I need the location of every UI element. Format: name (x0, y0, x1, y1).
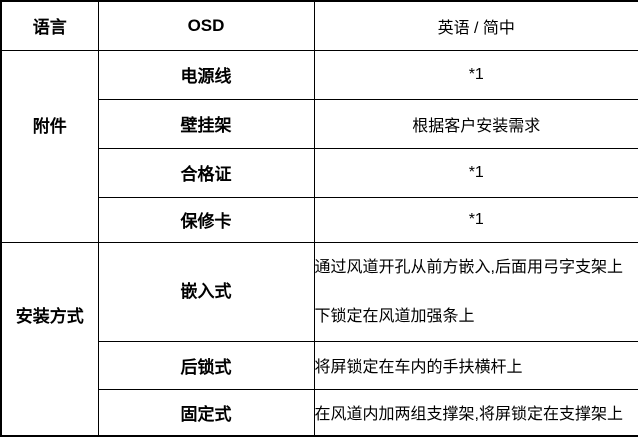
language-category-label: 语言 (32, 18, 67, 38)
cell-wall-mount-value: 根据客户安装需求 (313, 98, 638, 149)
certificate-qty: *1 (468, 163, 484, 181)
accessories-category-label: 附件 (32, 116, 67, 136)
cell-installation-category: 安装方式 (0, 241, 99, 437)
cell-rear-lock-desc: 将屏锁定在车内的手扶横杆上 (313, 340, 638, 390)
cell-fixed-desc: 在风道内加两组支撑架,将屏锁定在支撑架上 (313, 388, 638, 437)
cell-language-category: 语言 (0, 0, 99, 51)
rear-lock-desc: 将屏锁定在车内的手扶横杆上 (314, 359, 523, 376)
cell-rear-lock-label: 后锁式 (97, 340, 315, 390)
row-wall-mount: 壁挂架 根据客户安装需求 (1, 98, 638, 149)
cell-certificate-qty: *1 (313, 147, 638, 198)
row-language: 语言 OSD 英语 / 简中 (0, 0, 638, 51)
cell-warranty-card-label: 保修卡 (97, 196, 315, 243)
wall-mount-value: 根据客户安装需求 (412, 117, 541, 135)
cell-accessories-category: 附件 (0, 49, 99, 243)
wall-mount-label: 壁挂架 (180, 116, 232, 135)
cell-power-cord-label: 电源线 (97, 49, 315, 100)
rear-lock-label: 后锁式 (180, 357, 232, 377)
cell-certificate-label: 合格证 (97, 147, 315, 198)
osd-label: OSD (187, 15, 225, 35)
cell-embedded-label: 嵌入式 (97, 241, 315, 342)
power-cord-qty: *1 (468, 65, 484, 83)
cell-embedded-desc: 通过风道开孔从前方嵌入,后面用弓字支架上 下锁定在风道加强条上 (313, 241, 638, 342)
cell-osd-label: OSD (97, 0, 315, 51)
osd-value: 英语 / 简中 (437, 19, 515, 37)
row-fixed-mount: 固定式 在风道内加两组支撑架,将屏锁定在支撑架上 (1, 388, 638, 437)
cell-warranty-card-qty: *1 (313, 196, 638, 243)
cell-fixed-label: 固定式 (97, 388, 315, 437)
row-warranty-card: 保修卡 *1 (1, 196, 638, 243)
warranty-card-qty: *1 (468, 210, 484, 228)
embedded-label: 嵌入式 (180, 282, 232, 301)
row-embedded-mount: 安装方式 嵌入式 通过风道开孔从前方嵌入,后面用弓字支架上 下锁定在风道加强条上 (0, 241, 638, 437)
embedded-desc-line-1: 通过风道开孔从前方嵌入,后面用弓字支架上 (314, 258, 623, 276)
row-power-cord: 附件 电源线 *1 (0, 49, 638, 243)
power-cord-label: 电源线 (180, 67, 232, 86)
embedded-desc-line-2: 下锁定在风道加强条上 (314, 307, 475, 325)
cell-power-cord-qty: *1 (313, 49, 638, 100)
cell-wall-mount-label: 壁挂架 (97, 98, 315, 149)
row-rear-lock-mount: 后锁式 将屏锁定在车内的手扶横杆上 (1, 340, 638, 390)
fixed-label: 固定式 (180, 404, 232, 424)
installation-category-label: 安装方式 (15, 307, 84, 327)
cell-osd-value: 英语 / 简中 (313, 0, 638, 51)
warranty-card-label: 保修卡 (180, 212, 232, 231)
fixed-desc: 在风道内加两组支撑架,将屏锁定在支撑架上 (314, 406, 623, 424)
certificate-label: 合格证 (180, 165, 232, 184)
